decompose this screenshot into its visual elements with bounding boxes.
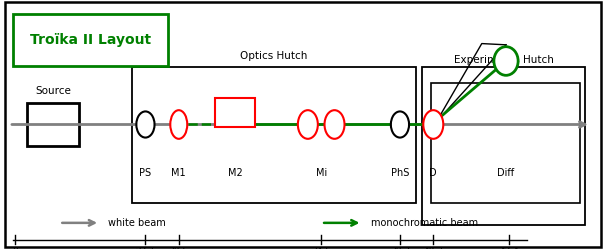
- Text: Optics Hutch: Optics Hutch: [240, 51, 308, 61]
- Text: PS: PS: [139, 168, 152, 178]
- Ellipse shape: [136, 112, 155, 137]
- Text: M1: M1: [171, 168, 186, 178]
- Text: Experiments Hutch: Experiments Hutch: [454, 55, 553, 65]
- Text: 0: 0: [12, 247, 18, 249]
- Text: monochromatic beam: monochromatic beam: [371, 218, 478, 228]
- Text: 34.5: 34.5: [311, 247, 331, 249]
- Bar: [27, 103, 79, 146]
- Text: PhS: PhS: [391, 168, 409, 178]
- Bar: [13, 14, 168, 66]
- Bar: [215, 98, 255, 127]
- Text: Diff: Diff: [498, 168, 514, 178]
- Bar: [431, 83, 580, 203]
- Ellipse shape: [170, 110, 187, 139]
- Text: M2: M2: [228, 168, 242, 178]
- Bar: [422, 67, 585, 225]
- Text: white beam: white beam: [108, 218, 165, 228]
- Text: Troïka II Layout: Troïka II Layout: [30, 33, 151, 47]
- Ellipse shape: [325, 110, 344, 139]
- Ellipse shape: [494, 47, 518, 75]
- Text: 27.1: 27.1: [135, 247, 156, 249]
- Text: D: D: [430, 168, 437, 178]
- Text: 42.4: 42.4: [499, 247, 519, 249]
- Text: Source: Source: [35, 86, 71, 96]
- Bar: [132, 67, 416, 203]
- Text: 30.5: 30.5: [168, 247, 189, 249]
- Ellipse shape: [391, 112, 409, 137]
- Ellipse shape: [423, 110, 444, 139]
- Ellipse shape: [298, 110, 318, 139]
- Text: 38.7: 38.7: [390, 247, 410, 249]
- Text: Mi: Mi: [316, 168, 327, 178]
- Text: 40.7: 40.7: [423, 247, 444, 249]
